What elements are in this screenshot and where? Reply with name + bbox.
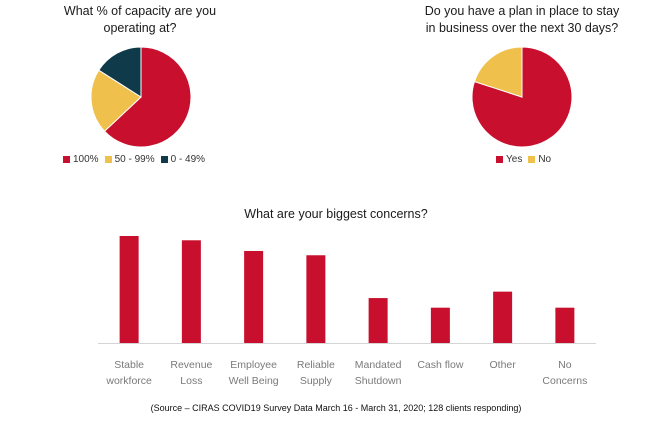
pie2-legend: Yes No <box>496 154 551 165</box>
bar-category-label: Revenue <box>170 359 212 371</box>
bar-7 <box>555 307 575 343</box>
pie1-legend-item: 100% <box>63 154 99 165</box>
pie2-legend-item: No <box>528 154 551 165</box>
pie2-legend-label: Yes <box>506 154 523 165</box>
pie2-legend-label: No <box>538 154 552 165</box>
pie1-slice-2 <box>98 46 142 98</box>
pie1-legend-label: 0 - 49% <box>170 154 206 165</box>
bar-category-label: Other <box>489 359 516 371</box>
bar-1 <box>181 240 201 343</box>
bar-category-label: Shutdown <box>355 375 402 387</box>
bar-category-label: No <box>558 359 572 371</box>
bar-category-label: Mandated <box>355 359 402 371</box>
bar-category-label: Well Being <box>229 375 279 387</box>
bar-3 <box>306 255 326 343</box>
bar-category-label: Reliable <box>297 359 335 371</box>
pie1-slice-0 <box>103 46 192 148</box>
pie2-title-line-2: in business over the next 30 days? <box>425 21 619 35</box>
bar-category-label: Concerns <box>542 375 587 387</box>
pie1-legend-item: 0 - 49% <box>160 154 206 165</box>
pie1-legend: 100% 50 - 99% 0 - 49% <box>63 154 205 165</box>
pie2-title: Do you have a plan in place to stay in b… <box>402 3 642 37</box>
pie1-slice-1 <box>90 69 142 132</box>
pie2-slice-1 <box>473 46 523 98</box>
pie1-legend-swatch-0-49 <box>160 156 168 163</box>
pie1-legend-swatch-100 <box>63 156 70 163</box>
bar-category-label: Loss <box>180 375 202 387</box>
pie1-legend-item: 50 - 99% <box>104 154 155 165</box>
bar-4 <box>368 298 388 343</box>
bar-5 <box>430 307 450 343</box>
bar-category-label: Cash flow <box>417 359 464 371</box>
pie2-title-line-1: Do you have a plan in place to stay <box>424 4 620 18</box>
bar-category-label: Employee <box>230 359 277 371</box>
bar-0 <box>119 236 139 343</box>
pie1-title-line-2: operating at? <box>103 21 177 35</box>
pie2-legend-item: Yes <box>496 154 522 165</box>
pie2-legend-swatch-no <box>528 156 536 163</box>
bar-chart-title: What are your biggest concerns? <box>244 207 428 221</box>
bar-6 <box>493 291 513 343</box>
bar-category-label: Stable <box>114 359 144 371</box>
bar-category-label: Supply <box>300 375 333 387</box>
source-note: (Source – CIRAS COVID19 Survey Data Marc… <box>150 403 522 413</box>
bar-2 <box>244 250 264 343</box>
pie2-legend-swatch-yes <box>496 156 503 163</box>
pie1-legend-swatch-50-99 <box>104 156 112 163</box>
pie1-title-line-1: What % of capacity are you <box>63 4 217 18</box>
pie1-title: What % of capacity are you operating at? <box>40 3 240 37</box>
pie1-legend-label: 100% <box>73 154 99 165</box>
pie1-legend-label: 50 - 99% <box>114 154 155 165</box>
bar-category-label: workforce <box>105 375 152 387</box>
